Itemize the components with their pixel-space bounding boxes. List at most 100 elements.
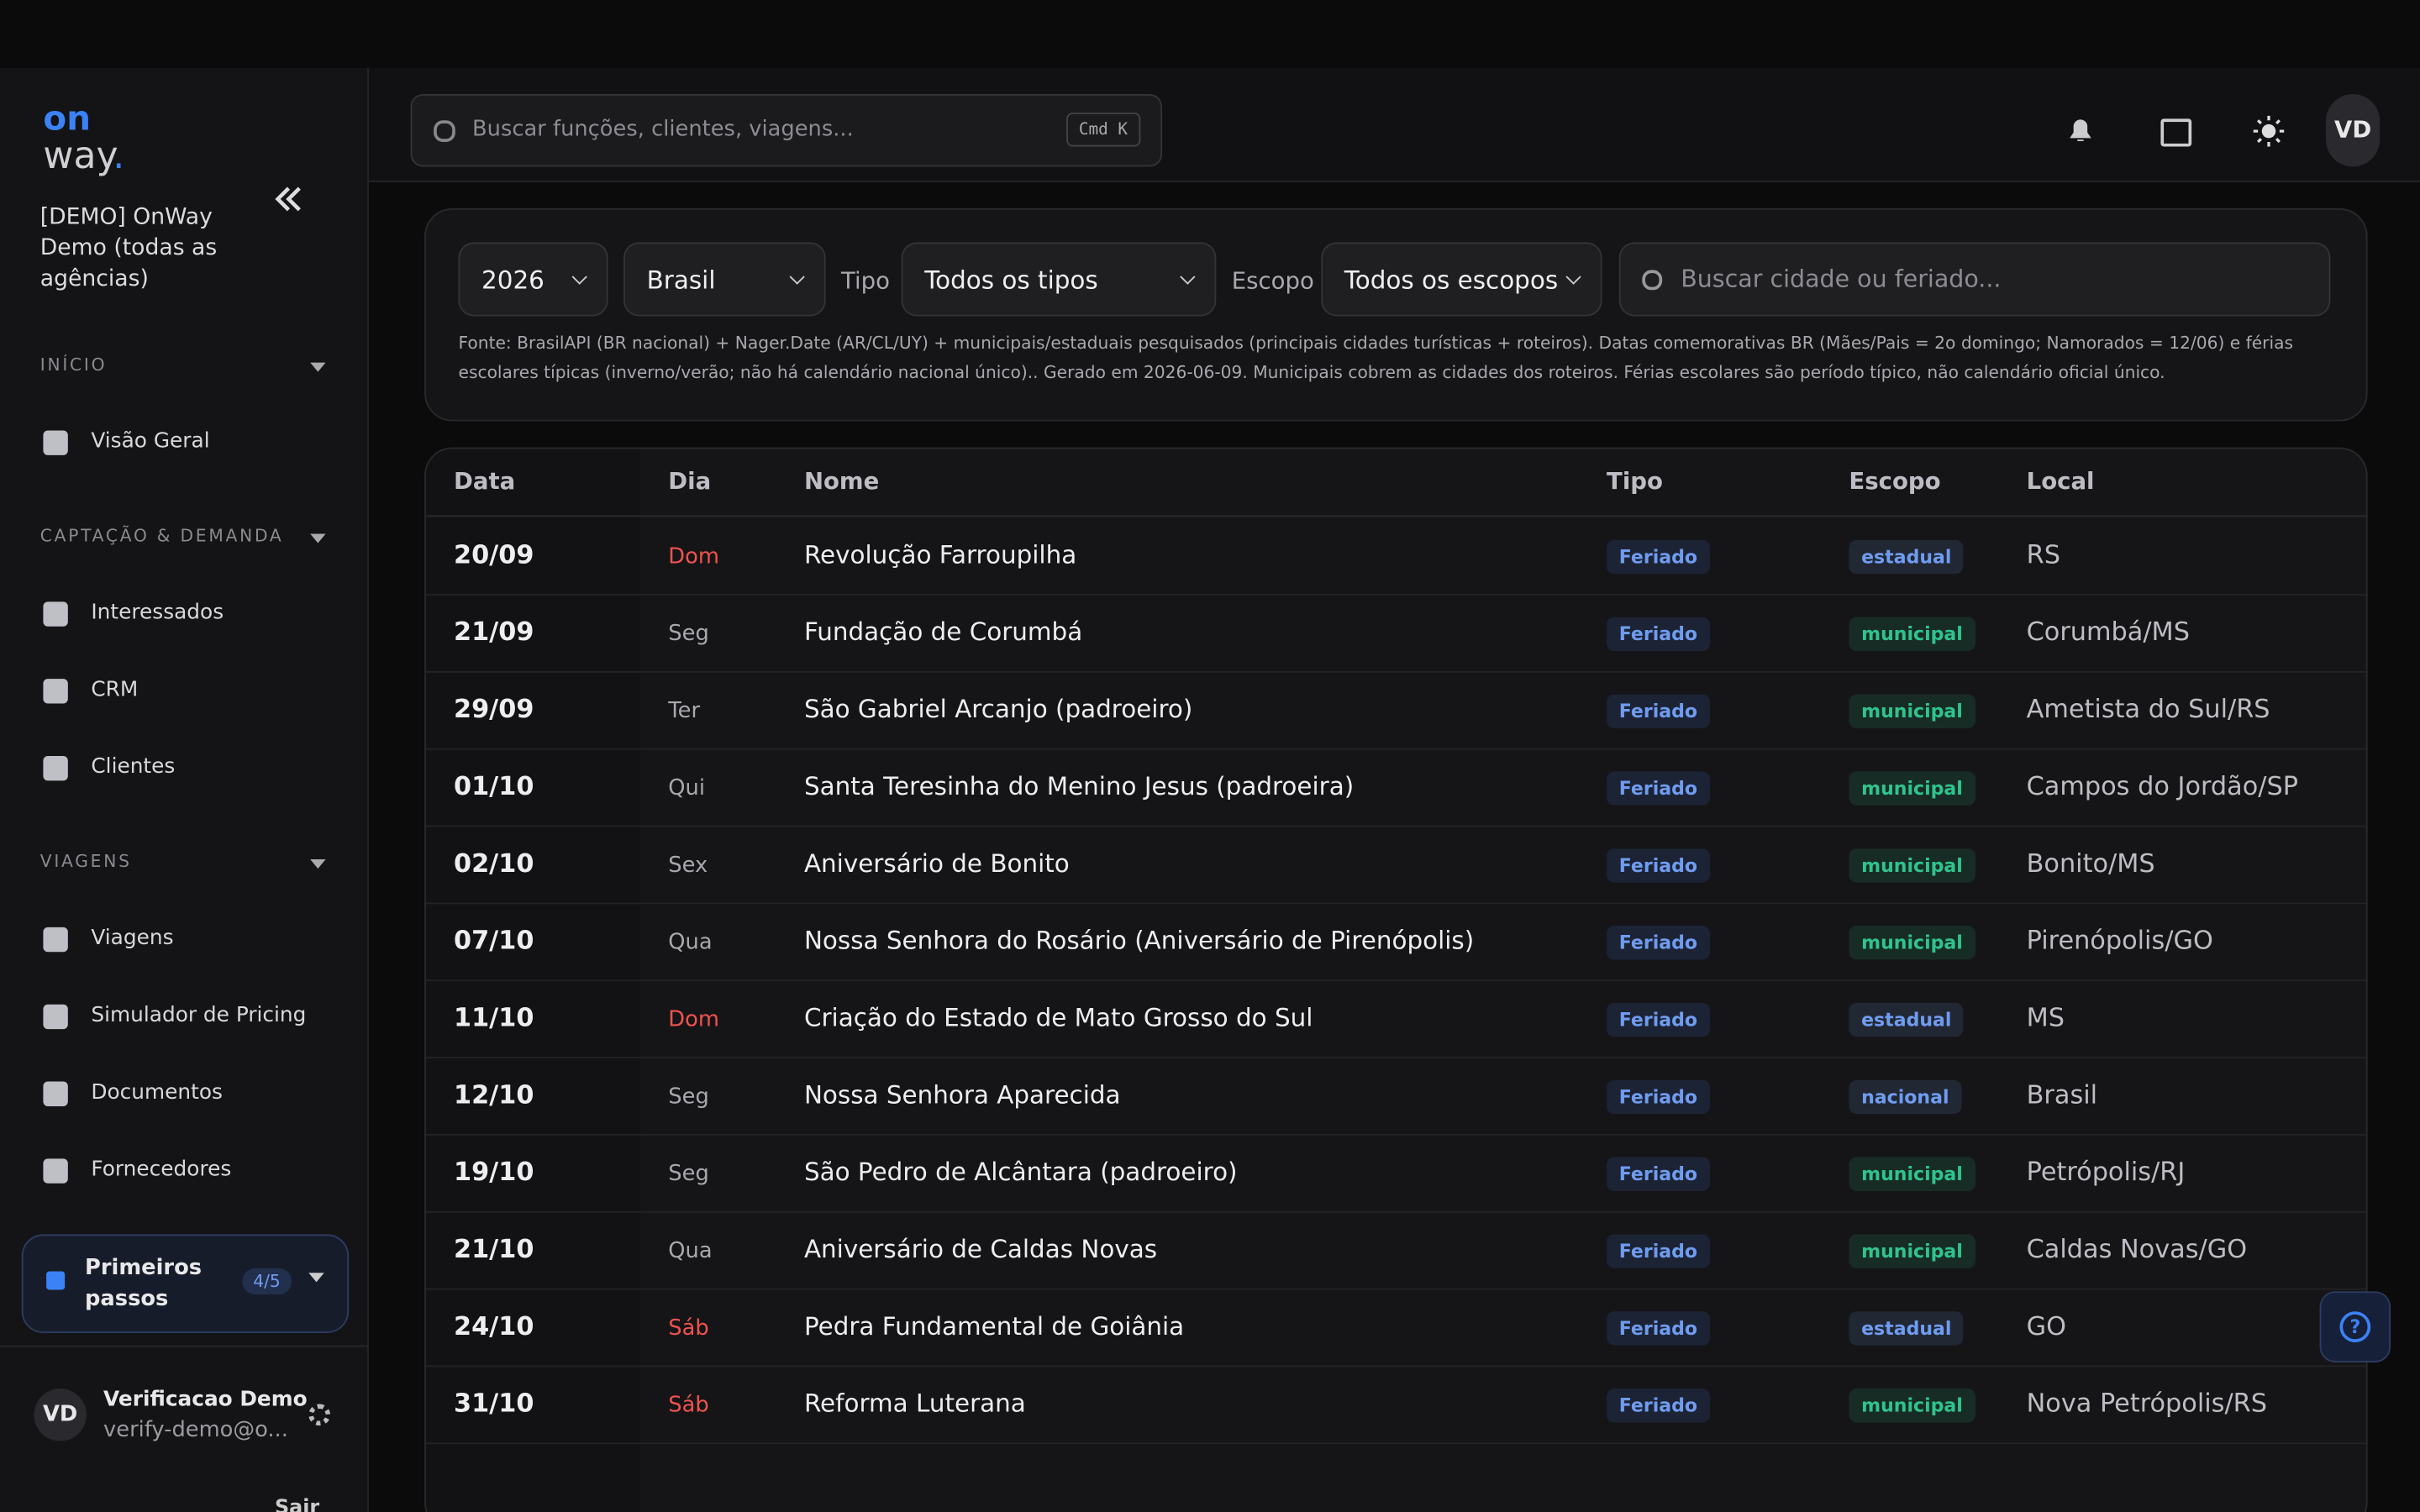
type-select[interactable]: Todos os tipos xyxy=(901,242,1217,317)
place: Brasil xyxy=(2026,1079,2098,1110)
year-select[interactable]: 2026 xyxy=(458,242,608,317)
type-badge: Feriado xyxy=(1607,1389,1710,1423)
place: Ametista do Sul/RS xyxy=(2026,694,2270,724)
scope-badge: municipal xyxy=(1849,617,1975,652)
nav-icon xyxy=(43,1004,68,1030)
nav-item[interactable]: Viagens xyxy=(91,926,174,951)
holiday-name: São Gabriel Arcanjo (padroeiro) xyxy=(803,694,1193,724)
date: 19/10 xyxy=(454,1157,534,1187)
nav-icon xyxy=(43,430,68,455)
type-label: Tipo xyxy=(841,266,891,295)
weekday: Qua xyxy=(668,930,713,955)
scope-badge: municipal xyxy=(1849,771,1975,806)
place: RS xyxy=(2026,539,2060,570)
place: Nova Petrópolis/RS xyxy=(2026,1389,2267,1418)
date: 21/10 xyxy=(454,1234,534,1264)
global-search[interactable] xyxy=(410,94,1163,167)
user-email: verify-demo@o... xyxy=(103,1417,288,1443)
place: Petrópolis/RJ xyxy=(2026,1157,2186,1187)
type-badge: Feriado xyxy=(1607,926,1710,960)
type-badge: Feriado xyxy=(1607,1002,1710,1037)
chevron[interactable] xyxy=(310,859,326,869)
weekday: Seg xyxy=(668,622,709,647)
logo: way. xyxy=(43,134,125,178)
row-divider xyxy=(425,1288,2366,1290)
column-header: Nome xyxy=(803,467,880,496)
nav-item[interactable]: Fornecedores xyxy=(91,1157,232,1182)
chevron[interactable] xyxy=(310,362,326,372)
holiday-name: Nossa Senhora Aparecida xyxy=(803,1079,1121,1110)
row-divider xyxy=(425,748,2366,750)
weekday: Qua xyxy=(668,1238,713,1264)
section-title: INÍCIO xyxy=(39,354,108,375)
place: Campos do Jordão/SP xyxy=(2026,771,2298,801)
column-header: Escopo xyxy=(1849,467,1941,496)
help-button[interactable]: ? xyxy=(2319,1291,2391,1362)
holiday-name: Revolução Farroupilha xyxy=(803,539,1077,570)
collapse-button[interactable] xyxy=(275,186,302,212)
theme-toggle[interactable] xyxy=(2253,115,2285,147)
type-badge: Feriado xyxy=(1607,617,1710,652)
date: 07/10 xyxy=(454,926,534,955)
type-badge: Feriado xyxy=(1607,1311,1710,1346)
weekday: Seg xyxy=(668,1162,709,1187)
type-badge: Feriado xyxy=(1607,1157,1710,1191)
date: 29/09 xyxy=(454,694,534,724)
place: GO xyxy=(2026,1311,2066,1341)
onboarding[interactable] xyxy=(21,1234,350,1333)
row-divider xyxy=(425,594,2366,596)
weekday: Ter xyxy=(668,699,701,724)
logo-text: way xyxy=(43,134,113,178)
nav-item[interactable]: Clientes xyxy=(91,754,176,780)
weekday: Sáb xyxy=(668,1393,709,1418)
weekday: Dom xyxy=(668,1007,719,1032)
row-divider xyxy=(425,1365,2366,1368)
weekday: Seg xyxy=(668,1084,709,1110)
chevron[interactable] xyxy=(310,533,326,543)
settings-icon[interactable] xyxy=(308,1404,331,1426)
onboarding-progress: 4/5 xyxy=(242,1268,292,1295)
scope-badge: municipal xyxy=(1849,694,1975,728)
holiday-name: Santa Teresinha do Menino Jesus (padroei… xyxy=(803,771,1355,801)
column-header: Local xyxy=(2026,467,2095,496)
column-header: Data xyxy=(454,467,516,496)
holiday-name: Fundação de Corumbá xyxy=(803,617,1083,647)
table: Data Dia Nome Tipo Escopo Local 20/09 Dom Revolu… xyxy=(424,447,2368,1512)
type-badge: Feriado xyxy=(1607,694,1710,728)
type-badge: Feriado xyxy=(1607,539,1710,575)
date: 11/10 xyxy=(454,1002,534,1032)
search-placeholder: Buscar funções, clientes, viagens... xyxy=(472,117,854,142)
nav-icon xyxy=(43,756,68,781)
logout[interactable]: Sair xyxy=(274,1496,320,1512)
country-select[interactable]: Brasil xyxy=(623,242,826,317)
row-divider xyxy=(425,1442,2366,1445)
nav-item[interactable]: Documentos xyxy=(91,1079,223,1105)
holiday-name: Criação do Estado de Mato Grosso do Sul xyxy=(803,1002,1313,1032)
nav-item[interactable]: Visão Geral xyxy=(91,428,210,454)
avatar[interactable]: VD xyxy=(2325,94,2381,167)
nav-item[interactable]: Simulador de Pricing xyxy=(91,1002,307,1028)
nav-icon xyxy=(43,927,68,953)
user-avatar[interactable]: VD xyxy=(34,1389,87,1441)
notifications[interactable] xyxy=(2065,114,2096,145)
nav-item[interactable]: Interessados xyxy=(91,600,224,625)
row-divider xyxy=(425,902,2366,905)
holiday-search[interactable] xyxy=(1618,242,2331,317)
nav-icon xyxy=(43,679,68,704)
nav-item[interactable]: CRM xyxy=(91,677,139,702)
row-divider xyxy=(425,1057,2366,1059)
onboarding-label: Primeiros passos xyxy=(85,1256,203,1312)
source-note: Fonte: BrasilAPI (BR nacional) + Nager.D… xyxy=(458,333,2293,383)
scope-select[interactable]: Todos os escopos xyxy=(1321,242,1602,317)
scope-badge: municipal xyxy=(1849,926,1975,960)
row-divider xyxy=(425,979,2366,982)
row-divider xyxy=(425,670,2366,673)
scope-badge: nacional xyxy=(1849,1079,1962,1115)
type-badge: Feriado xyxy=(1607,1079,1710,1115)
chevron xyxy=(308,1273,324,1283)
language[interactable] xyxy=(2160,118,2192,147)
scope-badge: estadual xyxy=(1849,1311,1965,1346)
weekday: Qui xyxy=(668,775,706,801)
holiday-name: São Pedro de Alcântara (padroeiro) xyxy=(803,1157,1238,1187)
type-badge: Feriado xyxy=(1607,848,1710,883)
